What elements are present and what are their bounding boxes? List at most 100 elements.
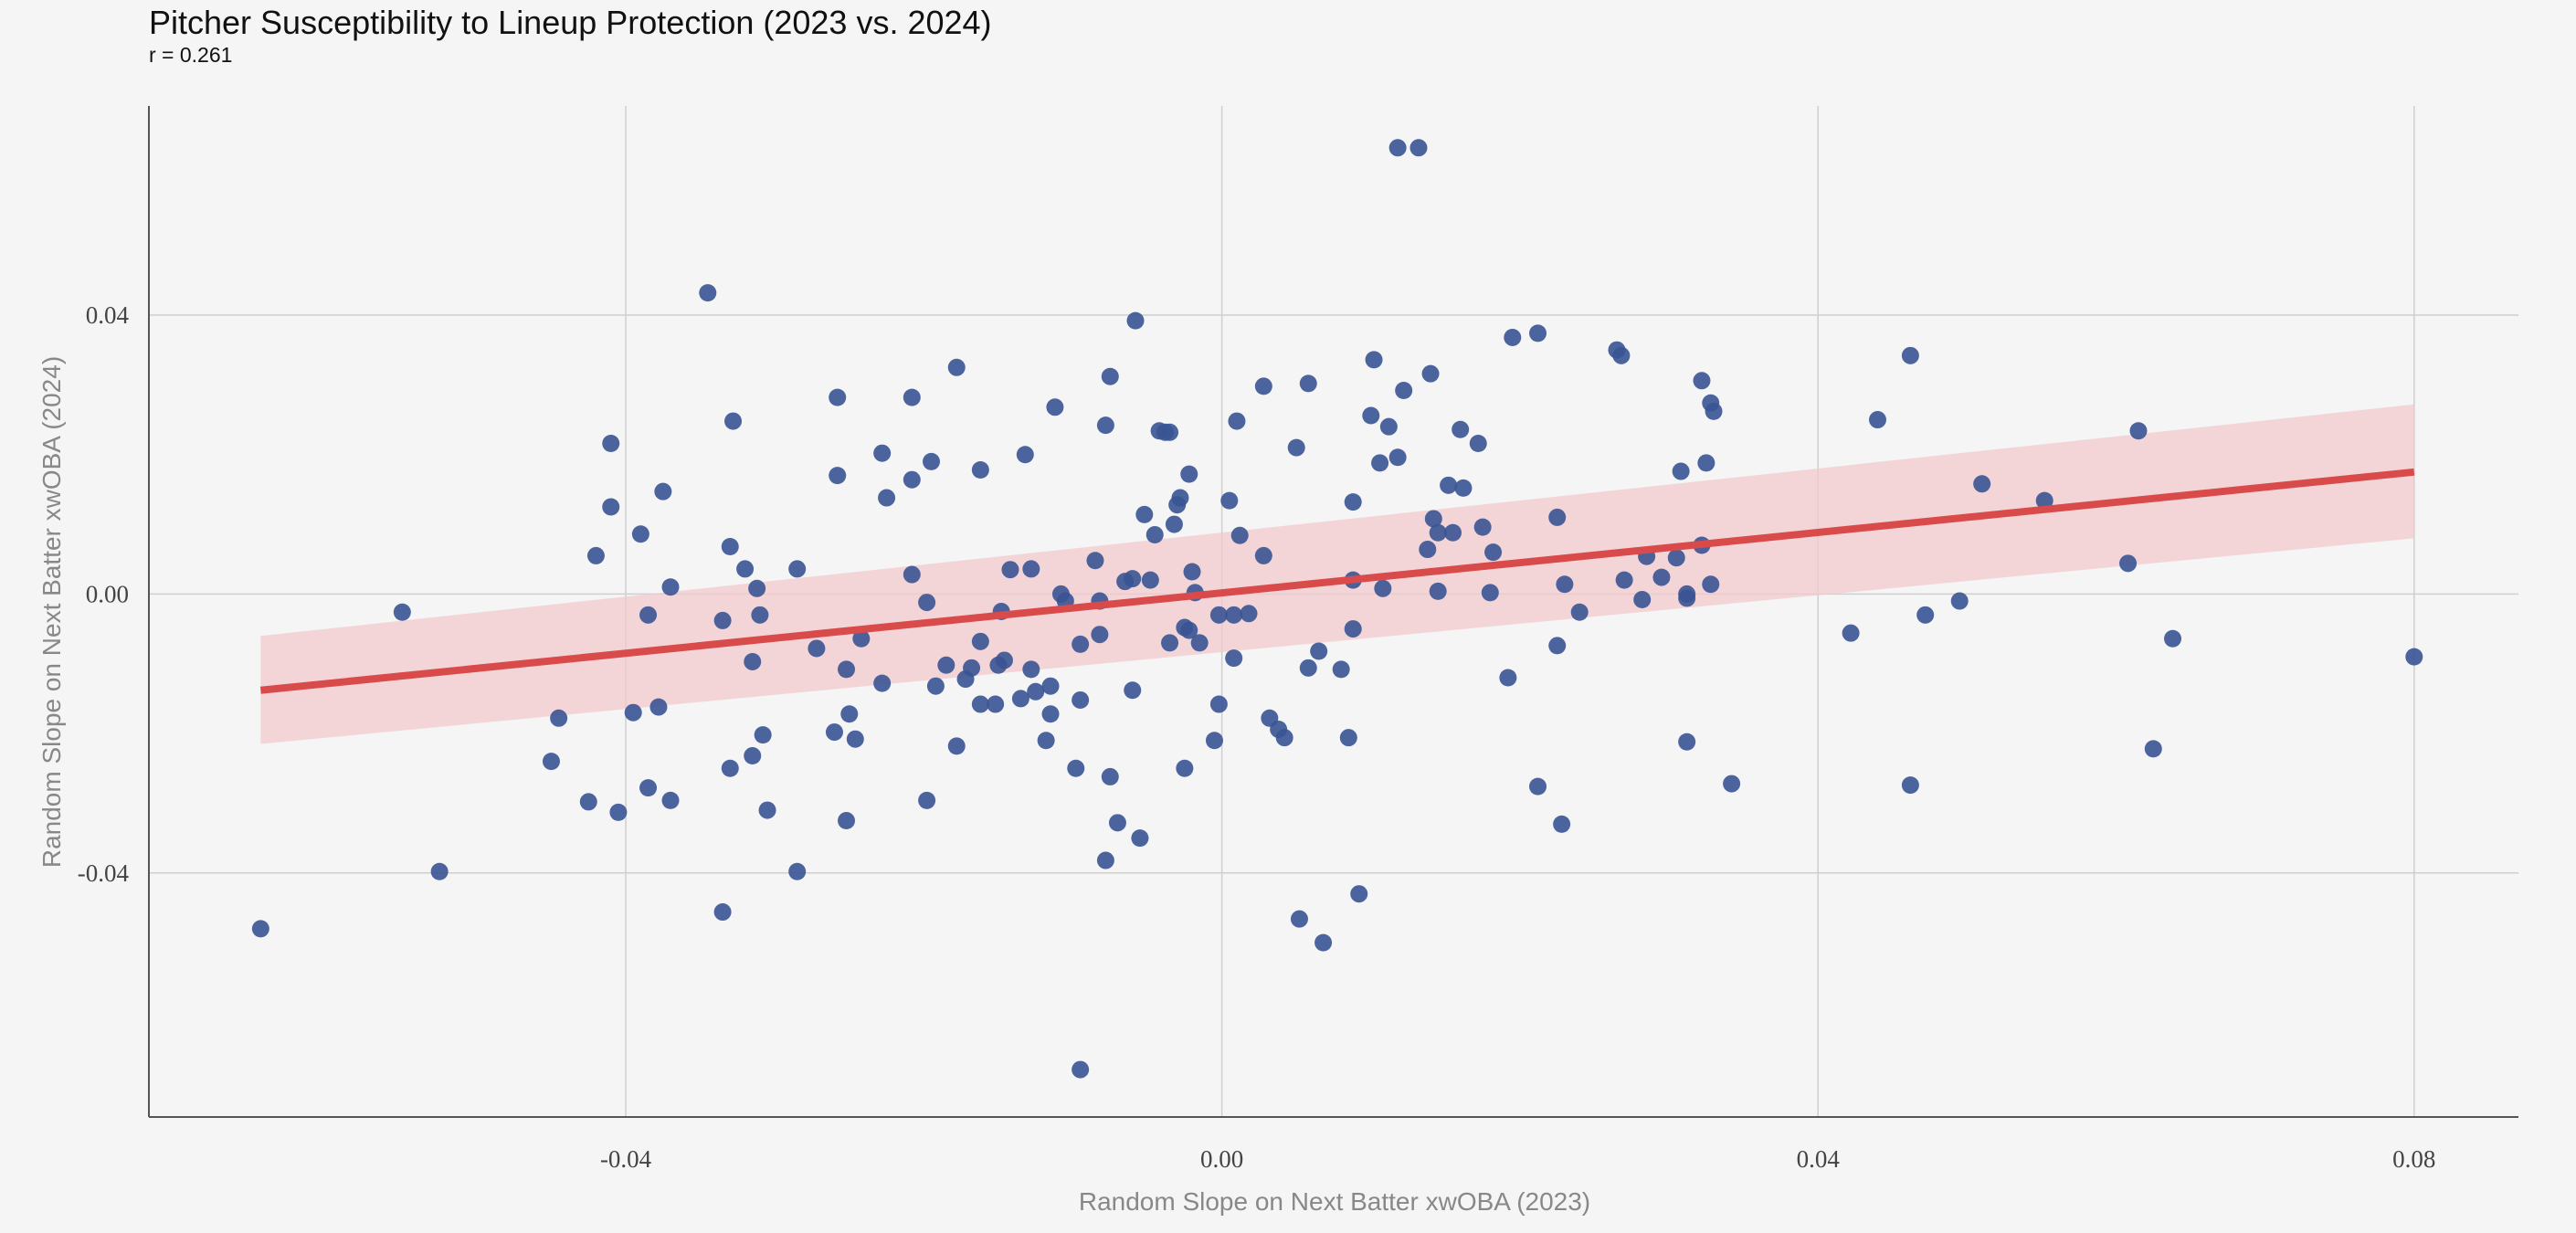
data-point [1548,508,1567,526]
data-point [1395,381,1413,399]
y-tick-label: -0.04 [78,859,130,887]
data-point [1141,571,1159,589]
data-point [1344,620,1362,638]
data-point [1027,682,1045,701]
data-point [649,698,668,716]
data-point [1419,541,1437,559]
x-tick-label: -0.04 [600,1145,652,1173]
data-point [661,578,680,596]
data-point [1693,372,1711,390]
data-point [1615,571,1633,589]
data-point [1096,416,1114,435]
data-point [1409,139,1428,157]
regression-line [259,468,2415,694]
data-point [1723,775,1741,793]
data-point [550,709,568,727]
data-point [903,470,921,489]
data-point [1388,448,1407,467]
data-point [744,747,762,765]
data-point [699,284,717,302]
data-point [1421,364,1440,383]
data-point [1001,561,1019,579]
data-point [624,703,642,722]
data-point [1484,543,1503,562]
data-point [918,791,936,809]
data-point [1225,606,1243,624]
x-axis-label: Random Slope on Next Batter xwOBA (2023) [1079,1187,1590,1216]
data-point [1180,621,1198,639]
data-point [1371,454,1389,472]
data-point [1254,546,1272,564]
data-point [1037,732,1055,750]
data-point [918,594,936,612]
data-point [1365,351,1383,369]
data-point [1161,423,1179,441]
data-point [788,862,807,880]
y-tick-label: 0.04 [86,301,130,329]
data-point [903,565,921,584]
data-point [1868,411,1886,429]
data-point [1108,814,1126,832]
data-point [1678,732,1696,751]
data-point [873,674,892,692]
data-point [1473,518,1492,536]
data-point [1529,777,1547,796]
data-point [754,726,772,744]
data-point [1362,406,1380,425]
data-point [1374,579,1392,597]
data-point [586,546,605,564]
data-point [1973,475,1991,493]
data-point [1705,402,1723,420]
data-point [846,730,864,748]
regression-line-layer [259,468,2415,694]
data-point [1950,592,1969,610]
tick-labels: -0.04 0.00 0.04 0.08 -0.04 0.00 0.04 [78,301,2436,1173]
data-point [1022,560,1040,578]
data-point [1332,660,1350,679]
data-point [1067,759,1085,777]
data-point [788,560,807,578]
data-point [1388,139,1407,157]
data-point [1011,690,1029,708]
data-point [829,388,847,406]
data-point [1131,829,1149,848]
data-point [1440,476,1458,494]
x-tick-label: 0.00 [1200,1145,1243,1173]
data-point [1275,729,1293,747]
data-point [631,525,649,543]
data-point [1842,624,1860,642]
data-point [1504,328,1522,346]
data-point [1145,526,1164,544]
data-point [721,537,739,555]
data-point [1548,637,1567,655]
data-point [1190,634,1209,652]
y-axis-label: Random Slope on Next Batter xwOBA (2024) [37,356,66,868]
data-point [873,444,892,462]
data-point [829,467,847,485]
data-point [758,801,776,819]
data-point [947,358,966,376]
data-point [878,489,896,507]
data-point [926,677,945,695]
data-point [1299,374,1317,393]
data-point [1553,815,1571,833]
data-point [1041,677,1060,695]
data-point [1350,885,1368,903]
data-point [1481,584,1499,602]
data-point [971,461,989,480]
data-point [1016,446,1034,464]
data-point [1126,311,1145,330]
data-point [1556,575,1574,594]
data-point [736,560,755,578]
data-point [1254,377,1272,395]
x-tick-label: 0.08 [2392,1145,2435,1173]
data-point [1652,568,1671,586]
data-point [1452,420,1470,438]
data-point [840,705,859,723]
data-point [1091,626,1109,644]
data-point [2035,491,2053,510]
data-point [1314,933,1333,952]
data-point [1429,582,1447,600]
confidence-band-layer [260,404,2414,744]
data-point [639,779,658,797]
